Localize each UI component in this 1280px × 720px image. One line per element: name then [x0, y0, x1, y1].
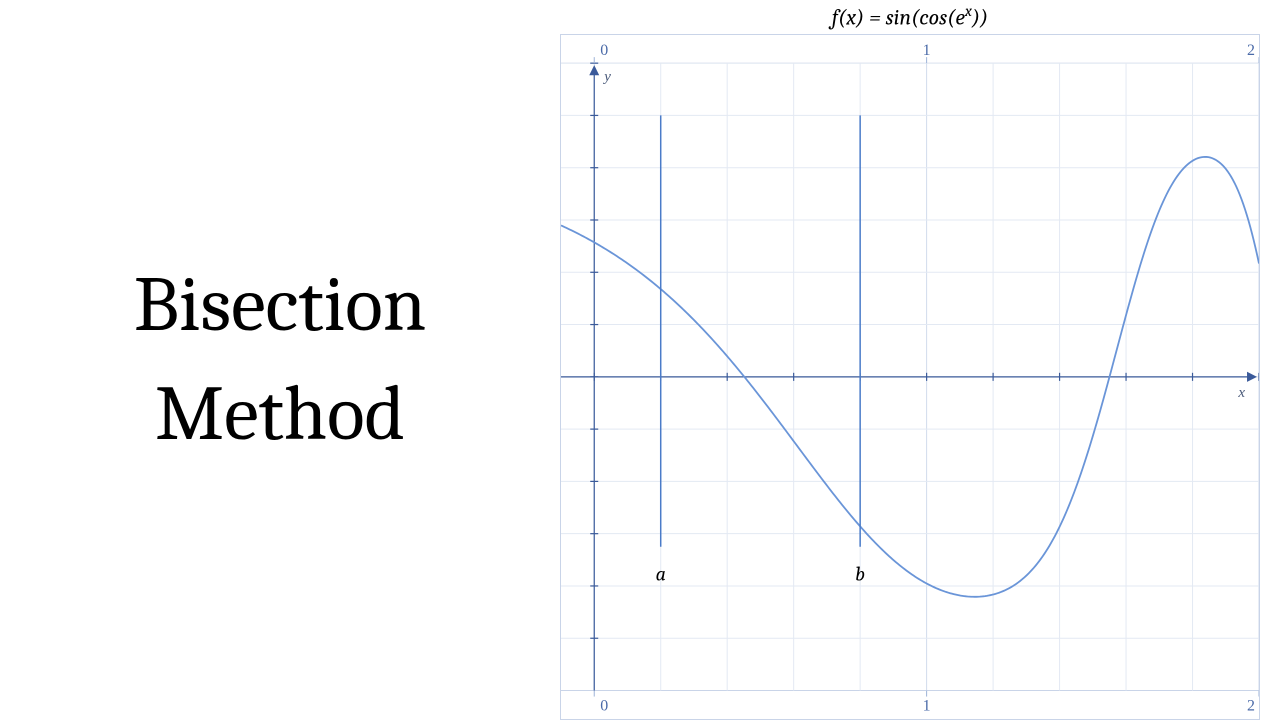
svg-text:0: 0 [600, 698, 608, 715]
title-line-1: Bisection [134, 260, 427, 350]
function-formula: f(x) = sin(cos(ex)) [560, 2, 1260, 30]
formula-lhs: f(x) [832, 4, 864, 30]
chart-panel: f(x) = sin(cos(ex)) x y a b 0 0 1 1 2 2 [560, 0, 1280, 720]
title-line-2: Method [155, 369, 405, 459]
svg-text:1: 1 [923, 698, 931, 715]
function-plot: x y a b 0 0 1 1 2 2 [561, 35, 1259, 719]
page-title: Bisection Method [134, 251, 427, 469]
svg-text:2: 2 [1247, 698, 1255, 715]
chart-area: x y a b 0 0 1 1 2 2 [560, 34, 1260, 720]
svg-text:y: y [602, 70, 611, 86]
formula-exponent: x [965, 2, 972, 20]
svg-text:0: 0 [600, 42, 608, 59]
svg-text:2: 2 [1247, 42, 1255, 59]
svg-text:1: 1 [923, 42, 931, 59]
svg-text:b: b [855, 564, 865, 587]
svg-text:a: a [656, 564, 666, 587]
svg-text:x: x [1237, 385, 1245, 401]
title-panel: Bisection Method [0, 0, 560, 720]
formula-rhs: sin(cos(e [886, 4, 965, 30]
